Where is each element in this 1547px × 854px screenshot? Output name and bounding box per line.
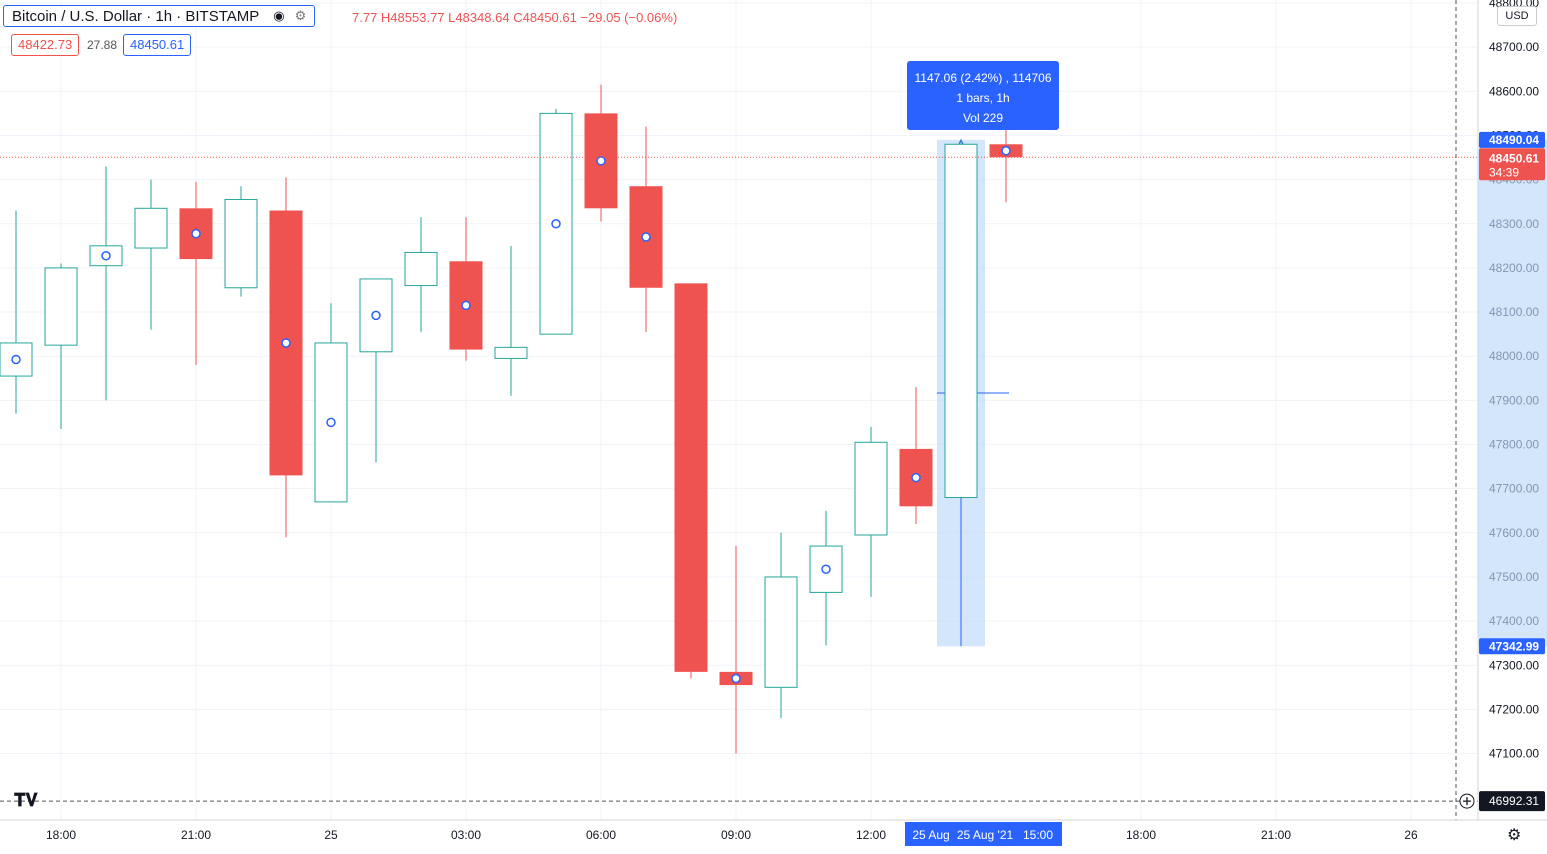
candle-marker [281,338,291,348]
candle [359,278,393,463]
candle-body-up [224,198,258,289]
candle [854,426,888,597]
ohlc-values: 7.77 H48553.77 L48348.64 C48450.61 −29.0… [352,10,678,25]
measure-time-label: 25 Aug [912,828,949,842]
candle-body-up [134,207,168,249]
y-tick-label: 48800.00 [1489,0,1539,10]
x-tick-label: 06:00 [586,828,616,842]
crosshair-label: 46992.31 [1489,794,1539,808]
plus-icon-glyph [1463,797,1471,806]
measure-time-label: 15:00 [1023,828,1053,842]
price-axis[interactable]: 48800.0048700.0048600.0048500.0048400.00… [1477,0,1547,854]
measure-low-label: 47342.99 [1489,639,1539,653]
x-tick-label: 18:00 [46,828,76,842]
measure-bars: 1 bars, 1h [956,91,1010,105]
candle-marker [191,228,201,239]
spread-value: 27.88 [87,38,118,52]
measure-axis-highlight [1478,139,1547,647]
symbol-title: Bitcoin / U.S. Dollar · 1h · BITSTAMP [12,7,260,25]
x-tick-label: 09:00 [721,828,751,842]
candle [674,283,708,679]
candle [404,217,438,332]
measure-high-label-bg [1479,131,1545,148]
candle [584,84,618,222]
measure-time-label-bg [905,822,1062,846]
measure-volume: Vol 229 [962,111,1004,125]
candle-body-up [854,441,888,536]
candle-body-down [674,283,708,672]
candle [0,210,33,414]
candle [809,510,843,646]
candle-marker [596,156,606,166]
candle [89,166,123,401]
crosshair-label-bg [1479,791,1545,812]
bid-price-button[interactable]: 48422.73 [11,34,80,56]
x-tick-label: 18:00 [1126,828,1156,842]
countdown-label: 34:39 [1489,165,1519,179]
candle [449,217,483,361]
chart-grid [0,0,1478,820]
chart-overlay [0,0,1478,820]
tradingview-logo[interactable]: 𝐓𝐕 [14,790,38,810]
measure-time-label: 25 Aug '21 [957,828,1014,842]
measure-tooltip: 1147.06 (2.42%) , 114706 1 bars, 1h Vol … [907,61,1059,130]
candle-body-up [944,143,978,498]
candle [314,303,348,503]
candle-marker [551,219,561,229]
y-tick-label: 47300.00 [1489,658,1539,672]
candle-marker [641,232,651,242]
candle [944,139,978,498]
time-axis-bg [0,820,1547,854]
candle [224,186,258,297]
candlestick-series [0,84,1023,754]
measure-high-label: 48490.04 [1489,133,1539,147]
candle [269,177,303,538]
time-axis[interactable]: 18:00 21:00 25 03:00 06:00 09:00 12:00 18:00 21:… [0,819,1547,854]
candle-body-up [44,267,78,346]
candle [179,181,213,366]
x-tick-label: 25 [324,828,338,842]
candle-body-up [764,576,798,688]
settings-icon[interactable]: ⚙ [1507,827,1522,844]
candle [899,387,933,524]
candle [494,245,528,396]
measure-low-label-bg [1479,638,1545,655]
eye-icon[interactable]: ◉ [273,8,285,23]
ask-price-button[interactable]: 48450.61 [123,34,192,56]
candle-marker [821,564,831,574]
candle-marker [1001,146,1011,156]
currency-selector[interactable]: USD [1497,6,1537,26]
y-tick-label: 47200.00 [1489,702,1539,716]
candle-marker [11,354,21,365]
candle [629,126,663,332]
candle-body-up [404,251,438,287]
candle [989,111,1023,203]
x-tick-label: 21:00 [181,828,211,842]
candle-marker [911,472,921,483]
candle-marker [101,251,111,261]
last-price-label: 48450.61 [1489,151,1539,165]
gear-icon[interactable]: ⚙ [294,8,307,23]
last-price-label-bg [1479,148,1545,181]
candle [719,546,753,754]
candle-marker [371,310,381,321]
x-tick-label: 03:00 [451,828,481,842]
symbol-legend[interactable]: Bitcoin / U.S. Dollar · 1h · BITSTAMP ◉ … [3,5,316,27]
candle [134,179,168,330]
candle [44,263,78,430]
candle-marker [461,300,471,311]
measure-change: 1147.06 (2.42%) , 114706 [914,71,1052,85]
candle-marker [731,673,741,684]
y-tick-label: 48700.00 [1489,40,1539,54]
candle-marker [326,417,336,428]
candle-body-up [494,346,528,359]
candle [764,532,798,719]
x-tick-label: 26 [1404,828,1418,842]
y-tick-label: 48600.00 [1489,84,1539,98]
x-tick-label: 21:00 [1261,828,1291,842]
y-tick-label: 47100.00 [1489,747,1539,761]
candle [539,108,573,335]
x-tick-label: 12:00 [856,828,886,842]
